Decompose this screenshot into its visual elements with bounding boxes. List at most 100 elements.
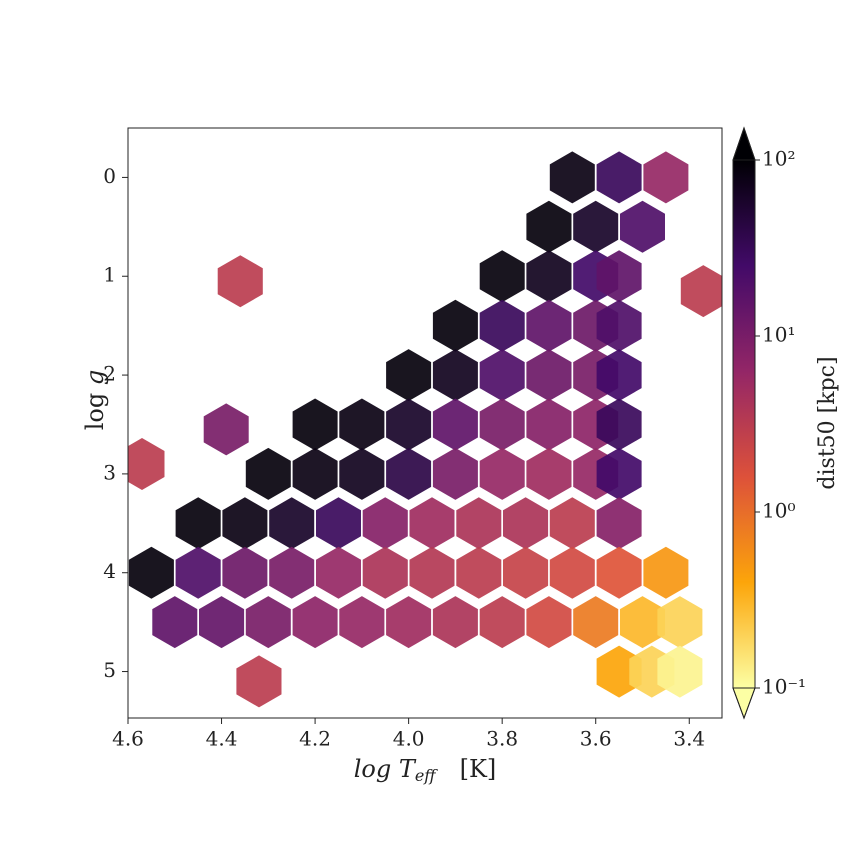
x-tick-label: 3.6 [580, 727, 612, 751]
hexbin-cell [549, 546, 595, 599]
hexbin-cell [386, 398, 432, 451]
hexbin-cell [409, 546, 455, 599]
hexbin-cell [199, 596, 245, 649]
hexbin-cell [362, 546, 408, 599]
x-label-text: log T [354, 755, 417, 783]
hexbin-cell [175, 497, 221, 550]
hexbin-cell [386, 349, 432, 402]
hexbin-cell [339, 398, 385, 451]
hexbin-cell [432, 299, 478, 352]
hexbin-cell [432, 596, 478, 649]
hexbin-cell [456, 546, 502, 599]
hexbin-cell [596, 250, 642, 303]
hexbin-cell [643, 151, 689, 204]
hexbin-cell [657, 645, 703, 698]
hexbin-cell [292, 596, 338, 649]
hexbin-cell [573, 596, 619, 649]
hexbin-cell [596, 497, 642, 550]
hexbin-cell [432, 447, 478, 500]
hexbin-cell [479, 398, 525, 451]
x-label-unit: [K] [460, 755, 497, 783]
hexbin-cell [526, 596, 572, 649]
hexbin-cell [222, 497, 268, 550]
hexbin-cell [269, 497, 315, 550]
hexbin-cell [386, 447, 432, 500]
hexbin-cell [386, 596, 432, 649]
hexbin-cell [503, 497, 549, 550]
x-tick-label: 4.6 [112, 727, 144, 751]
hexbin-cell [479, 250, 525, 303]
hexbin-cell [526, 349, 572, 402]
hexbin-cell [657, 596, 703, 649]
colorbar-extend-bottom [732, 687, 756, 720]
hexbin-layer [128, 151, 722, 708]
y-tick-label: 4 [103, 559, 116, 583]
plot-frame [127, 127, 723, 719]
hexbin-cell [339, 596, 385, 649]
colorbar [733, 160, 755, 688]
y-tick-label: 0 [103, 164, 116, 188]
colorbar-tick-label: 10¹ [762, 323, 795, 347]
hexbin-cell [526, 398, 572, 451]
hexbin-cell [596, 299, 642, 352]
hexbin-cell [316, 546, 361, 599]
y-label-var: g [81, 370, 109, 385]
hexbin-cell [549, 497, 595, 550]
hexbin-cell [596, 151, 642, 204]
hexbin-cell [222, 546, 268, 599]
hexbin-cell [152, 596, 198, 649]
hexbin-cell [479, 299, 525, 352]
hexbin-cell [217, 255, 263, 308]
hexbin-cell [432, 349, 478, 402]
hexbin-cell [549, 151, 595, 204]
x-tick-label: 4.4 [206, 727, 238, 751]
hexbin-cell [596, 546, 642, 599]
hexbin-cell [432, 398, 478, 451]
hexbin-cell [596, 349, 642, 402]
hexbin-cell [596, 447, 642, 500]
x-tick-label: 3.8 [486, 727, 518, 751]
hexbin-cell [245, 447, 291, 500]
hexbin-cell [620, 200, 665, 253]
x-tick-label: 3.4 [673, 727, 705, 751]
hexbin-cell [573, 200, 619, 253]
x-axis-label: log Teff [K] [354, 755, 497, 785]
hexbin-cell [503, 546, 549, 599]
y-tick-label: 3 [103, 460, 116, 484]
y-tick-label: 5 [103, 658, 116, 682]
hexbin-cell [362, 497, 408, 550]
colorbar-label: dist50 [kpc] [815, 356, 840, 489]
colorbar-tick-label: 10⁰ [762, 499, 795, 523]
x-tick-label: 4.0 [393, 727, 425, 751]
hexbin-cell [292, 398, 338, 451]
hexbin-cell [203, 403, 249, 456]
colorbar-tick-label: 10² [762, 147, 795, 171]
y-axis-label: log g [81, 370, 109, 431]
y-label-text: log [81, 385, 109, 430]
hexbin-cell [128, 546, 174, 599]
hexbin-cell [479, 349, 525, 402]
hexbin-cell [409, 497, 455, 550]
y-tick-label: 2 [103, 362, 116, 386]
hexbin-cell [269, 546, 315, 599]
hexbin-cell [339, 447, 385, 500]
hexbin-cell [596, 398, 642, 451]
y-tick-label: 1 [103, 263, 116, 287]
x-tick-label: 4.2 [299, 727, 331, 751]
hexbin-cell [680, 265, 722, 318]
hexbin-cell [456, 497, 502, 550]
hexbin-cell [236, 655, 282, 708]
hexbin-cell [526, 250, 572, 303]
hexbin-cell [479, 447, 525, 500]
hexbin-cell [620, 596, 665, 649]
x-label-sub: eff [415, 766, 438, 785]
hexbin-cell [526, 447, 572, 500]
hexbin-cell [479, 596, 525, 649]
hexbin-cell [175, 546, 221, 599]
colorbar-extend-top [732, 126, 756, 161]
hexbin-cell [292, 447, 338, 500]
hexbin-cell [128, 438, 165, 490]
hexbin-cell [526, 299, 572, 352]
colorbar-tick-label: 10⁻¹ [762, 675, 806, 699]
